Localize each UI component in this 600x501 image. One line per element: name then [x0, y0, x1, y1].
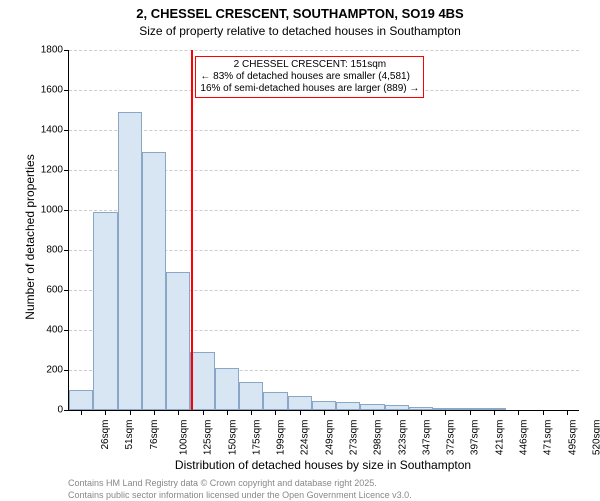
histogram-bar	[93, 212, 117, 410]
xtick-mark	[203, 410, 204, 415]
xtick-label: 495sqm	[567, 420, 578, 456]
ytick-mark	[64, 90, 69, 91]
footer-line2: Contains public sector information licen…	[68, 490, 412, 501]
xtick-mark	[421, 410, 422, 415]
xtick-label: 51sqm	[124, 420, 135, 450]
xtick-label: 125sqm	[203, 420, 214, 456]
gridline	[69, 130, 579, 131]
ytick-mark	[64, 370, 69, 371]
xtick-label: 323sqm	[397, 420, 408, 456]
xtick-mark	[397, 410, 398, 415]
xtick-label: 76sqm	[149, 420, 160, 450]
xtick-label: 471sqm	[543, 420, 554, 456]
annotation-box: 2 CHESSEL CRESCENT: 151sqm← 83% of detac…	[195, 56, 424, 98]
xtick-mark	[154, 410, 155, 415]
xtick-label: 347sqm	[421, 420, 432, 456]
xtick-mark	[470, 410, 471, 415]
xtick-mark	[227, 410, 228, 415]
xtick-mark	[130, 410, 131, 415]
footer-attribution: Contains HM Land Registry data © Crown c…	[68, 478, 412, 501]
histogram-bar	[215, 368, 239, 410]
xtick-mark	[324, 410, 325, 415]
histogram-bar	[166, 272, 190, 410]
xtick-mark	[81, 410, 82, 415]
xtick-mark	[178, 410, 179, 415]
ytick-mark	[64, 50, 69, 51]
xtick-label: 150sqm	[227, 420, 238, 456]
xtick-mark	[543, 410, 544, 415]
xtick-mark	[251, 410, 252, 415]
xtick-mark	[518, 410, 519, 415]
histogram-bar	[288, 396, 312, 410]
xtick-mark	[300, 410, 301, 415]
xtick-label: 175sqm	[251, 420, 262, 456]
ytick-mark	[64, 170, 69, 171]
histogram-bar	[69, 390, 93, 410]
xtick-mark	[494, 410, 495, 415]
chart-plot-area: 02004006008001000120014001600180026sqm51…	[68, 50, 579, 411]
ytick-mark	[64, 250, 69, 251]
xtick-label: 446sqm	[519, 420, 530, 456]
xtick-label: 520sqm	[591, 420, 600, 456]
chart-title-line1: 2, CHESSEL CRESCENT, SOUTHAMPTON, SO19 4…	[0, 6, 600, 21]
xtick-label: 397sqm	[470, 420, 481, 456]
xtick-mark	[275, 410, 276, 415]
xtick-mark	[445, 410, 446, 415]
ytick-mark	[64, 210, 69, 211]
xtick-mark	[348, 410, 349, 415]
reference-marker-line	[191, 50, 193, 410]
histogram-bar	[312, 401, 336, 410]
ytick-mark	[64, 330, 69, 331]
xtick-label: 421sqm	[494, 420, 505, 456]
xtick-label: 26sqm	[100, 420, 111, 450]
footer-line1: Contains HM Land Registry data © Crown c…	[68, 478, 412, 490]
histogram-bar	[263, 392, 287, 410]
ytick-mark	[64, 290, 69, 291]
ytick-mark	[64, 410, 69, 411]
x-axis-label: Distribution of detached houses by size …	[68, 458, 578, 472]
xtick-label: 224sqm	[300, 420, 311, 456]
y-axis-label: Number of detached properties	[23, 137, 37, 337]
xtick-label: 100sqm	[179, 420, 190, 456]
histogram-bar	[190, 352, 214, 410]
histogram-bar	[118, 112, 142, 410]
histogram-bar	[239, 382, 263, 410]
xtick-label: 298sqm	[373, 420, 384, 456]
xtick-mark	[373, 410, 374, 415]
xtick-mark	[567, 410, 568, 415]
xtick-label: 249sqm	[324, 420, 335, 456]
xtick-label: 199sqm	[276, 420, 287, 456]
histogram-bar	[336, 402, 360, 410]
xtick-mark	[105, 410, 106, 415]
chart-title-line2: Size of property relative to detached ho…	[0, 24, 600, 38]
annotation-line: ← 83% of detached houses are smaller (4,…	[200, 71, 419, 83]
ytick-mark	[64, 130, 69, 131]
xtick-label: 273sqm	[349, 420, 360, 456]
xtick-label: 372sqm	[446, 420, 457, 456]
histogram-bar	[142, 152, 166, 410]
annotation-line: 2 CHESSEL CRESCENT: 151sqm	[200, 59, 419, 71]
gridline	[69, 50, 579, 51]
chart-container: 2, CHESSEL CRESCENT, SOUTHAMPTON, SO19 4…	[0, 0, 600, 500]
annotation-line: 16% of semi-detached houses are larger (…	[200, 83, 419, 95]
